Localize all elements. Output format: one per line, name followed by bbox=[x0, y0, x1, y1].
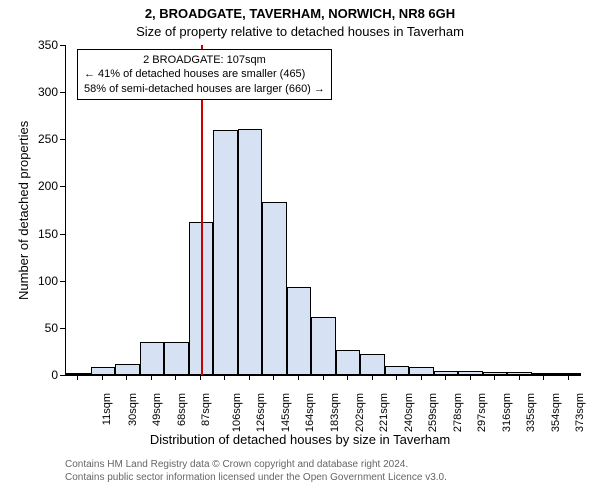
x-tick-label: 354sqm bbox=[550, 393, 562, 432]
x-tick-label: 126sqm bbox=[256, 393, 268, 432]
y-tick-label: 50 bbox=[30, 321, 58, 335]
y-tick-label: 150 bbox=[30, 227, 58, 241]
y-tick-label: 100 bbox=[30, 274, 58, 288]
x-tick-mark bbox=[543, 375, 544, 380]
x-tick-label: 335sqm bbox=[525, 393, 537, 432]
x-tick-mark bbox=[347, 375, 348, 380]
x-tick-mark bbox=[445, 375, 446, 380]
x-tick-mark bbox=[273, 375, 274, 380]
x-tick-label: 11sqm bbox=[101, 393, 113, 425]
x-tick-label: 30sqm bbox=[127, 393, 139, 426]
info-box-line: 2 BROADGATE: 107sqm bbox=[84, 53, 325, 67]
x-tick-label: 221sqm bbox=[378, 393, 390, 432]
y-tick-label: 0 bbox=[30, 368, 58, 382]
y-tick-mark bbox=[60, 92, 65, 93]
y-tick-mark bbox=[60, 186, 65, 187]
x-tick-label: 183sqm bbox=[329, 393, 341, 432]
histogram-bar bbox=[311, 317, 336, 375]
x-tick-mark bbox=[421, 375, 422, 380]
x-tick-mark bbox=[77, 375, 78, 380]
histogram-bar bbox=[238, 129, 263, 375]
x-tick-mark bbox=[470, 375, 471, 380]
histogram-bar bbox=[262, 202, 287, 375]
y-tick-mark bbox=[60, 328, 65, 329]
x-tick-label: 278sqm bbox=[452, 393, 464, 432]
y-tick-mark bbox=[60, 234, 65, 235]
x-tick-label: 106sqm bbox=[231, 393, 243, 432]
x-tick-mark bbox=[519, 375, 520, 380]
y-tick-mark bbox=[60, 139, 65, 140]
y-tick-label: 300 bbox=[30, 85, 58, 99]
chart-container: 2, BROADGATE, TAVERHAM, NORWICH, NR8 6GH… bbox=[0, 0, 600, 500]
x-tick-label: 68sqm bbox=[176, 393, 188, 426]
y-axis-label: Number of detached properties bbox=[16, 121, 31, 300]
x-tick-label: 297sqm bbox=[476, 393, 488, 432]
histogram-bar bbox=[287, 287, 312, 375]
histogram-bar bbox=[91, 367, 116, 375]
chart-title: 2, BROADGATE, TAVERHAM, NORWICH, NR8 6GH bbox=[0, 6, 600, 21]
x-tick-label: 49sqm bbox=[151, 393, 163, 426]
y-tick-label: 200 bbox=[30, 179, 58, 193]
x-tick-label: 87sqm bbox=[200, 393, 212, 426]
x-tick-label: 259sqm bbox=[427, 393, 439, 432]
x-tick-mark bbox=[494, 375, 495, 380]
x-tick-mark bbox=[249, 375, 250, 380]
histogram-bar bbox=[213, 130, 238, 375]
y-tick-label: 350 bbox=[30, 38, 58, 52]
x-axis-label: Distribution of detached houses by size … bbox=[0, 432, 600, 447]
info-box: 2 BROADGATE: 107sqm← 41% of detached hou… bbox=[77, 49, 332, 100]
x-tick-mark bbox=[568, 375, 569, 380]
y-tick-mark bbox=[60, 45, 65, 46]
x-tick-mark bbox=[102, 375, 103, 380]
x-tick-mark bbox=[323, 375, 324, 380]
footer-line-2: Contains public sector information licen… bbox=[65, 471, 447, 484]
histogram-bar bbox=[164, 342, 189, 375]
x-tick-mark bbox=[151, 375, 152, 380]
footer-text: Contains HM Land Registry data © Crown c… bbox=[65, 458, 447, 484]
y-tick-mark bbox=[60, 375, 65, 376]
x-tick-mark bbox=[175, 375, 176, 380]
x-tick-mark bbox=[396, 375, 397, 380]
info-box-line: 58% of semi-detached houses are larger (… bbox=[84, 82, 325, 96]
x-tick-mark bbox=[126, 375, 127, 380]
histogram-bar bbox=[140, 342, 165, 375]
histogram-bar bbox=[409, 367, 434, 375]
y-tick-mark bbox=[60, 281, 65, 282]
footer-line-1: Contains HM Land Registry data © Crown c… bbox=[65, 458, 447, 471]
histogram-bar bbox=[385, 366, 410, 375]
x-tick-label: 164sqm bbox=[305, 393, 317, 432]
info-box-line: ← 41% of detached houses are smaller (46… bbox=[84, 67, 325, 81]
x-tick-label: 316sqm bbox=[501, 393, 513, 432]
histogram-bar bbox=[360, 354, 385, 375]
x-tick-label: 240sqm bbox=[403, 393, 415, 432]
y-tick-label: 250 bbox=[30, 132, 58, 146]
x-tick-mark bbox=[372, 375, 373, 380]
x-tick-label: 202sqm bbox=[354, 393, 366, 432]
x-tick-mark bbox=[224, 375, 225, 380]
x-tick-mark bbox=[200, 375, 201, 380]
x-tick-label: 145sqm bbox=[280, 393, 292, 432]
chart-subtitle: Size of property relative to detached ho… bbox=[0, 24, 600, 39]
histogram-bar bbox=[336, 350, 361, 375]
histogram-bar bbox=[115, 364, 140, 375]
x-tick-mark bbox=[298, 375, 299, 380]
x-tick-label: 373sqm bbox=[574, 393, 586, 432]
histogram-bar bbox=[66, 373, 91, 375]
